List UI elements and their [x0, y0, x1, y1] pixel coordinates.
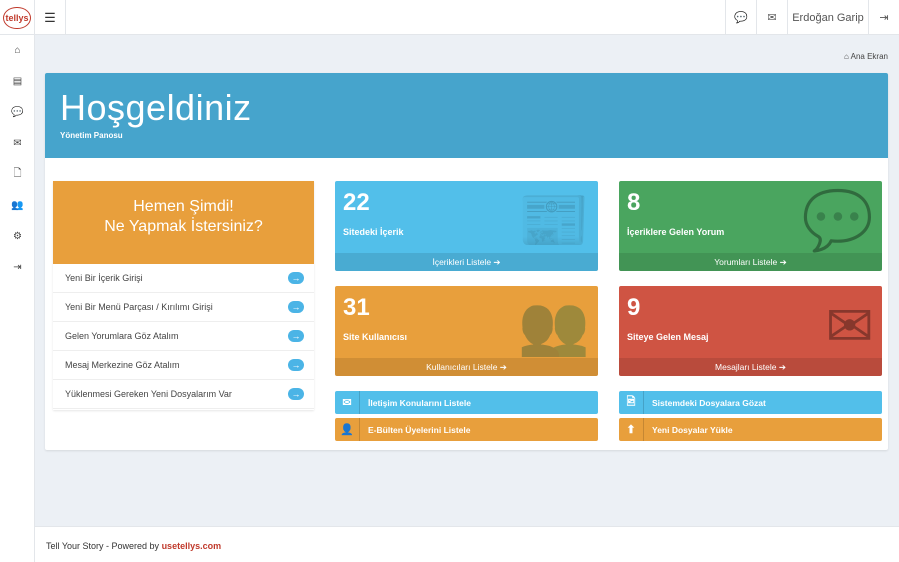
quick-actions-card: Hemen Şimdi! Ne Yapmak İstersiniz? Yeni B… — [53, 181, 314, 410]
arrow-right-icon[interactable]: → — [288, 388, 304, 400]
footer: Tell Your Story - Powered by usetellys.c… — [35, 526, 899, 562]
tile-comments: 8 İçeriklere Gelen Yorum 💬 Yorumları List… — [619, 181, 882, 271]
logout-icon[interactable]: ⇥ — [868, 0, 899, 35]
tile-content: 22 Sitedeki İçerik 📰 İçerikleri Listele ➔ — [335, 181, 598, 271]
list-messages-link[interactable]: Mesajları Listele ➔ — [619, 358, 882, 376]
list-newsletter-button[interactable]: 👤 E-Bülten Üyelerini Listele — [335, 418, 598, 441]
newspaper-icon: 📰 — [517, 188, 590, 253]
menu-toggle-button[interactable]: ☰ — [35, 0, 66, 35]
quick-actions-header: Hemen Şimdi! Ne Yapmak İstersiniz? — [53, 181, 314, 264]
users-icon: 👥 — [517, 293, 590, 358]
list-item[interactable]: Yeni Bir Menü Parçası / Kırılımı Girişi → — [53, 293, 314, 322]
footer-link[interactable]: usetellys.com — [161, 541, 222, 551]
sidebar-envelope-icon[interactable]: ✉ — [13, 137, 22, 149]
list-content-link[interactable]: İçerikleri Listele ➔ — [335, 253, 598, 271]
envelope-icon: ✉ — [335, 391, 360, 414]
welcome-header: Hoşgeldiniz Yönetim Panosu — [45, 73, 888, 158]
page-subtitle: Yönetim Panosu — [60, 131, 123, 140]
sidebar: ⌂ ▤ 💬 ✉ 🗋 👥 ⚙ ⇥ — [0, 35, 35, 562]
list-item[interactable]: Mesaj Merkezine Göz Atalım → — [53, 351, 314, 380]
list-comments-link[interactable]: Yorumları Listele ➔ — [619, 253, 882, 271]
sidebar-comments-icon[interactable]: 💬 — [11, 106, 24, 118]
sidebar-logout-icon[interactable]: ⇥ — [13, 261, 22, 273]
list-users-link[interactable]: Kullanıcıları Listele ➔ — [335, 358, 598, 376]
list-item[interactable]: Yeni Bir İçerik Girişi → — [53, 264, 314, 293]
envelope-icon: ✉ — [825, 294, 874, 359]
logo[interactable]: tellys — [0, 0, 35, 35]
list-item[interactable]: Gelen Yorumlara Göz Atalım → — [53, 322, 314, 351]
comments-icon: 💬 — [801, 188, 874, 253]
upload-icon: ⬆ — [619, 418, 644, 441]
sidebar-file-icon[interactable]: 🗋 — [13, 167, 22, 179]
tile-users: 31 Site Kullanıcısı 👥 Kullanıcıları Liste… — [335, 286, 598, 376]
envelope-icon[interactable]: ✉ — [756, 0, 787, 35]
sidebar-newspaper-icon[interactable]: ▤ — [12, 75, 23, 87]
home-icon: ⌂ — [844, 52, 851, 61]
arrow-right-icon[interactable]: → — [288, 301, 304, 313]
comments-icon[interactable]: 💬 — [725, 0, 756, 35]
list-item[interactable]: Yüklenmesi Gereken Yeni Dosyalarım Var → — [53, 380, 314, 409]
user-menu[interactable]: Erdoğan Garip — [787, 0, 868, 35]
arrow-right-icon[interactable]: → — [288, 272, 304, 284]
sidebar-home-icon[interactable]: ⌂ — [14, 44, 21, 56]
sidebar-cogs-icon[interactable]: ⚙ — [13, 230, 22, 242]
file-image-icon: 🖻 — [619, 391, 644, 414]
sidebar-users-icon[interactable]: 👥 — [11, 199, 24, 211]
arrow-right-icon[interactable]: → — [288, 330, 304, 342]
top-bar — [0, 0, 899, 35]
upload-files-button[interactable]: ⬆ Yeni Dosyalar Yükle — [619, 418, 882, 441]
tile-messages: 9 Siteye Gelen Mesaj ✉ Mesajları Listele … — [619, 286, 882, 376]
list-contact-topics-button[interactable]: ✉ İletişim Konularını Listele — [335, 391, 598, 414]
page-title: Hoşgeldiniz — [60, 87, 252, 128]
user-icon: 👤 — [335, 418, 360, 441]
browse-files-button[interactable]: 🖻 Sistemdeki Dosyalara Gözat — [619, 391, 882, 414]
arrow-right-icon[interactable]: → — [288, 359, 304, 371]
breadcrumb[interactable]: ⌂ Ana Ekran — [844, 52, 888, 61]
